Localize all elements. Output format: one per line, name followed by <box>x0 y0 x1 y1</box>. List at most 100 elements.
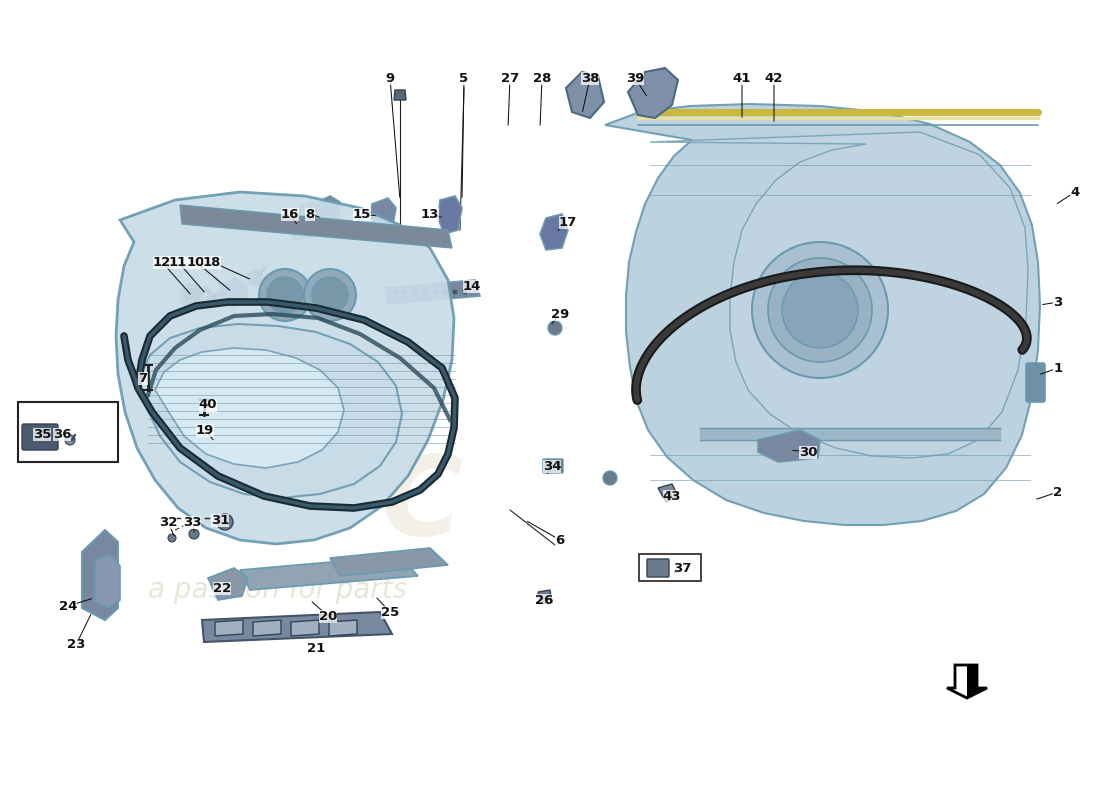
Polygon shape <box>438 196 462 234</box>
Text: 17: 17 <box>559 215 578 229</box>
Text: 5: 5 <box>460 71 469 85</box>
Circle shape <box>258 269 311 321</box>
Text: 31: 31 <box>211 514 229 526</box>
Polygon shape <box>967 665 987 698</box>
Circle shape <box>442 290 448 294</box>
Circle shape <box>267 277 303 313</box>
Text: 24: 24 <box>58 599 77 613</box>
Text: 38: 38 <box>581 71 600 85</box>
Circle shape <box>65 435 75 445</box>
Text: 11: 11 <box>169 255 187 269</box>
Text: 26: 26 <box>535 594 553 606</box>
Polygon shape <box>138 324 402 498</box>
Circle shape <box>168 534 176 542</box>
Text: 3: 3 <box>1054 295 1063 309</box>
Polygon shape <box>628 68 678 118</box>
Text: 25: 25 <box>381 606 399 618</box>
Text: 43: 43 <box>662 490 681 502</box>
FancyBboxPatch shape <box>18 402 118 462</box>
Text: 1: 1 <box>1054 362 1063 374</box>
Text: EPC: EPC <box>226 451 464 558</box>
Text: a passion for parts: a passion for parts <box>148 576 407 604</box>
Polygon shape <box>394 90 406 100</box>
Polygon shape <box>202 612 392 642</box>
Polygon shape <box>329 620 358 636</box>
Text: 34: 34 <box>542 459 561 473</box>
Polygon shape <box>566 72 604 118</box>
Polygon shape <box>180 205 452 248</box>
Polygon shape <box>282 202 328 240</box>
Polygon shape <box>116 192 454 544</box>
Text: 36: 36 <box>53 427 72 441</box>
Polygon shape <box>292 620 319 636</box>
Text: 6: 6 <box>556 534 564 546</box>
Text: 13: 13 <box>421 207 439 221</box>
Text: 10: 10 <box>187 255 206 269</box>
Circle shape <box>393 290 397 294</box>
Polygon shape <box>95 555 120 608</box>
Circle shape <box>752 242 888 378</box>
Text: 39: 39 <box>626 71 645 85</box>
Polygon shape <box>208 568 248 600</box>
FancyBboxPatch shape <box>22 424 58 450</box>
Text: 41: 41 <box>733 71 751 85</box>
Text: 22: 22 <box>213 582 231 594</box>
Polygon shape <box>253 620 280 636</box>
Text: 8: 8 <box>306 207 315 221</box>
Text: 20: 20 <box>319 610 338 622</box>
Text: 28: 28 <box>532 71 551 85</box>
Polygon shape <box>540 214 568 250</box>
Text: 42: 42 <box>764 71 783 85</box>
Text: 12: 12 <box>153 255 172 269</box>
Text: 33: 33 <box>183 515 201 529</box>
Polygon shape <box>758 430 820 462</box>
Text: 9: 9 <box>385 71 395 85</box>
Circle shape <box>412 290 418 294</box>
FancyBboxPatch shape <box>647 559 669 577</box>
Circle shape <box>180 284 204 308</box>
FancyBboxPatch shape <box>543 459 563 473</box>
Circle shape <box>422 290 428 294</box>
Text: 21: 21 <box>307 642 326 654</box>
Text: 4: 4 <box>1070 186 1079 198</box>
Circle shape <box>452 290 458 294</box>
Circle shape <box>304 269 356 321</box>
Polygon shape <box>650 132 1028 458</box>
Text: 29: 29 <box>551 307 569 321</box>
Circle shape <box>768 258 872 362</box>
FancyBboxPatch shape <box>1026 363 1045 402</box>
Text: 37: 37 <box>673 562 691 574</box>
Circle shape <box>248 270 263 286</box>
Polygon shape <box>155 348 344 468</box>
Circle shape <box>462 290 468 294</box>
Polygon shape <box>318 196 340 232</box>
Circle shape <box>403 290 407 294</box>
Circle shape <box>432 290 438 294</box>
Circle shape <box>189 529 199 539</box>
Circle shape <box>548 321 562 335</box>
Text: 18: 18 <box>202 255 221 269</box>
Circle shape <box>185 289 199 303</box>
Text: 19: 19 <box>196 423 214 437</box>
FancyBboxPatch shape <box>639 554 701 581</box>
Circle shape <box>603 471 617 485</box>
Text: 27: 27 <box>500 71 519 85</box>
Text: 7: 7 <box>139 371 147 385</box>
Polygon shape <box>605 104 1040 525</box>
Polygon shape <box>947 665 987 698</box>
Circle shape <box>312 277 348 313</box>
Polygon shape <box>658 484 678 502</box>
Text: 40: 40 <box>199 398 218 411</box>
Circle shape <box>782 272 858 348</box>
Text: 14: 14 <box>463 279 481 293</box>
Polygon shape <box>385 280 480 304</box>
Polygon shape <box>330 548 448 576</box>
Text: 15: 15 <box>353 207 371 221</box>
Text: 32: 32 <box>158 515 177 529</box>
Text: 35: 35 <box>33 427 52 441</box>
Circle shape <box>217 514 233 530</box>
Text: 30: 30 <box>799 446 817 458</box>
Text: 16: 16 <box>280 207 299 221</box>
Polygon shape <box>538 590 552 604</box>
Text: 2: 2 <box>1054 486 1063 498</box>
